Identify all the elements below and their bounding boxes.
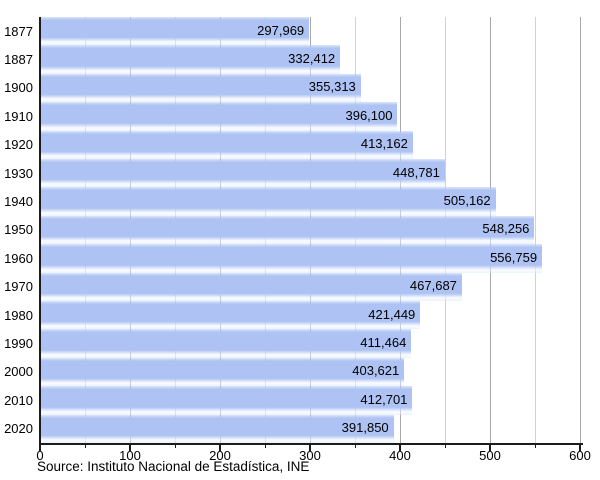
bar-row: 505,162: [41, 187, 581, 216]
y-axis-label: 1887: [4, 52, 33, 68]
y-axis-label: 1950: [4, 222, 33, 238]
gridline-major: [580, 17, 581, 443]
x-tick-label: 200: [209, 448, 231, 463]
bar-value-label: 396,100: [345, 107, 393, 123]
bar: 332,412: [41, 45, 341, 74]
source-caption: Source: Instituto Nacional de Estadístic…: [37, 459, 310, 474]
bar-value-label: 355,313: [308, 79, 356, 95]
bar-value-label: 556,759: [490, 249, 538, 265]
y-axis-label: 1900: [4, 80, 33, 96]
x-tick-label: 100: [119, 448, 141, 463]
bar-row: 391,850: [41, 414, 581, 443]
bar: 396,100: [41, 102, 398, 131]
bar-row: 413,162: [41, 130, 581, 159]
x-axis-line: [39, 443, 583, 445]
bar-row: 548,256: [41, 215, 581, 245]
y-axis-label: 1940: [4, 194, 33, 210]
bar-value-label: 297,969: [257, 22, 305, 38]
bar-value-label: 403,621: [352, 363, 400, 379]
y-axis-label: 2020: [4, 421, 33, 437]
x-tick-minor: [355, 445, 356, 448]
bar-row: 448,781: [41, 159, 581, 188]
x-tick-minor: [445, 445, 446, 448]
y-axis-label: 1930: [4, 165, 33, 181]
bar-row: 332,412: [41, 45, 581, 74]
bar: 412,701: [41, 386, 413, 415]
y-axis-label: 2000: [4, 364, 33, 380]
bar-value-label: 505,162: [443, 193, 491, 209]
x-tick-major: [309, 445, 311, 451]
y-axis-label: 1990: [4, 336, 33, 352]
gridline-minor: [535, 17, 536, 443]
bar: 391,850: [41, 414, 394, 443]
x-tick-label: 300: [299, 448, 321, 463]
x-tick-label: 600: [569, 448, 591, 463]
bar: 421,449: [41, 301, 421, 330]
x-tick-minor: [265, 445, 266, 448]
bar-value-label: 548,256: [482, 221, 530, 237]
x-tick-major: [219, 445, 221, 451]
y-axis-label: 1960: [4, 250, 33, 266]
bar-row: 411,464: [41, 329, 581, 358]
bar: 403,621: [41, 357, 405, 387]
x-tick-major: [579, 445, 581, 451]
bar-value-label: 467,687: [409, 278, 457, 294]
bar-value-label: 413,162: [360, 136, 408, 152]
bar-value-label: 332,412: [288, 51, 336, 67]
bar-row: 467,687: [41, 272, 581, 301]
bar-value-label: 421,449: [368, 306, 416, 322]
bar: 505,162: [41, 187, 496, 216]
bar-row: 421,449: [41, 301, 581, 330]
x-tick-minor: [535, 445, 536, 448]
x-tick-label: 400: [389, 448, 411, 463]
bar-value-label: 411,464: [360, 335, 407, 351]
bar-value-label: 412,701: [360, 391, 408, 407]
y-axis-line: [39, 17, 41, 445]
y-axis-label: 2010: [4, 392, 33, 408]
bar-row: 355,313: [41, 73, 581, 103]
bar-value-label: 391,850: [341, 420, 389, 436]
x-tick-major: [489, 445, 491, 451]
bar-row: 403,621: [41, 357, 581, 387]
bar: 297,969: [41, 17, 310, 46]
y-axis-label: 1970: [4, 279, 33, 295]
bar: 548,256: [41, 215, 535, 245]
bar: 355,313: [41, 73, 361, 103]
bar-row: 297,969: [41, 17, 581, 46]
y-axis-label: 1980: [4, 307, 33, 323]
x-tick-major: [129, 445, 131, 451]
y-axis-label: 1910: [4, 108, 33, 124]
bar-value-label: 448,781: [392, 164, 440, 180]
bar: 467,687: [41, 272, 462, 301]
bar-row: 556,759: [41, 244, 581, 273]
y-axis-label: 1877: [4, 23, 33, 39]
bar: 448,781: [41, 159, 445, 188]
x-tick-minor: [85, 445, 86, 448]
x-tick-major: [39, 445, 41, 451]
x-tick-major: [399, 445, 401, 451]
bar: 556,759: [41, 244, 543, 273]
bar-row: 412,701: [41, 386, 581, 415]
x-tick-minor: [175, 445, 176, 448]
bar-row: 396,100: [41, 102, 581, 131]
x-tick-label: 500: [479, 448, 501, 463]
y-axis-label: 1920: [4, 137, 33, 153]
x-tick-label: 0: [36, 448, 44, 463]
bar: 413,162: [41, 130, 413, 159]
bar: 411,464: [41, 329, 412, 358]
